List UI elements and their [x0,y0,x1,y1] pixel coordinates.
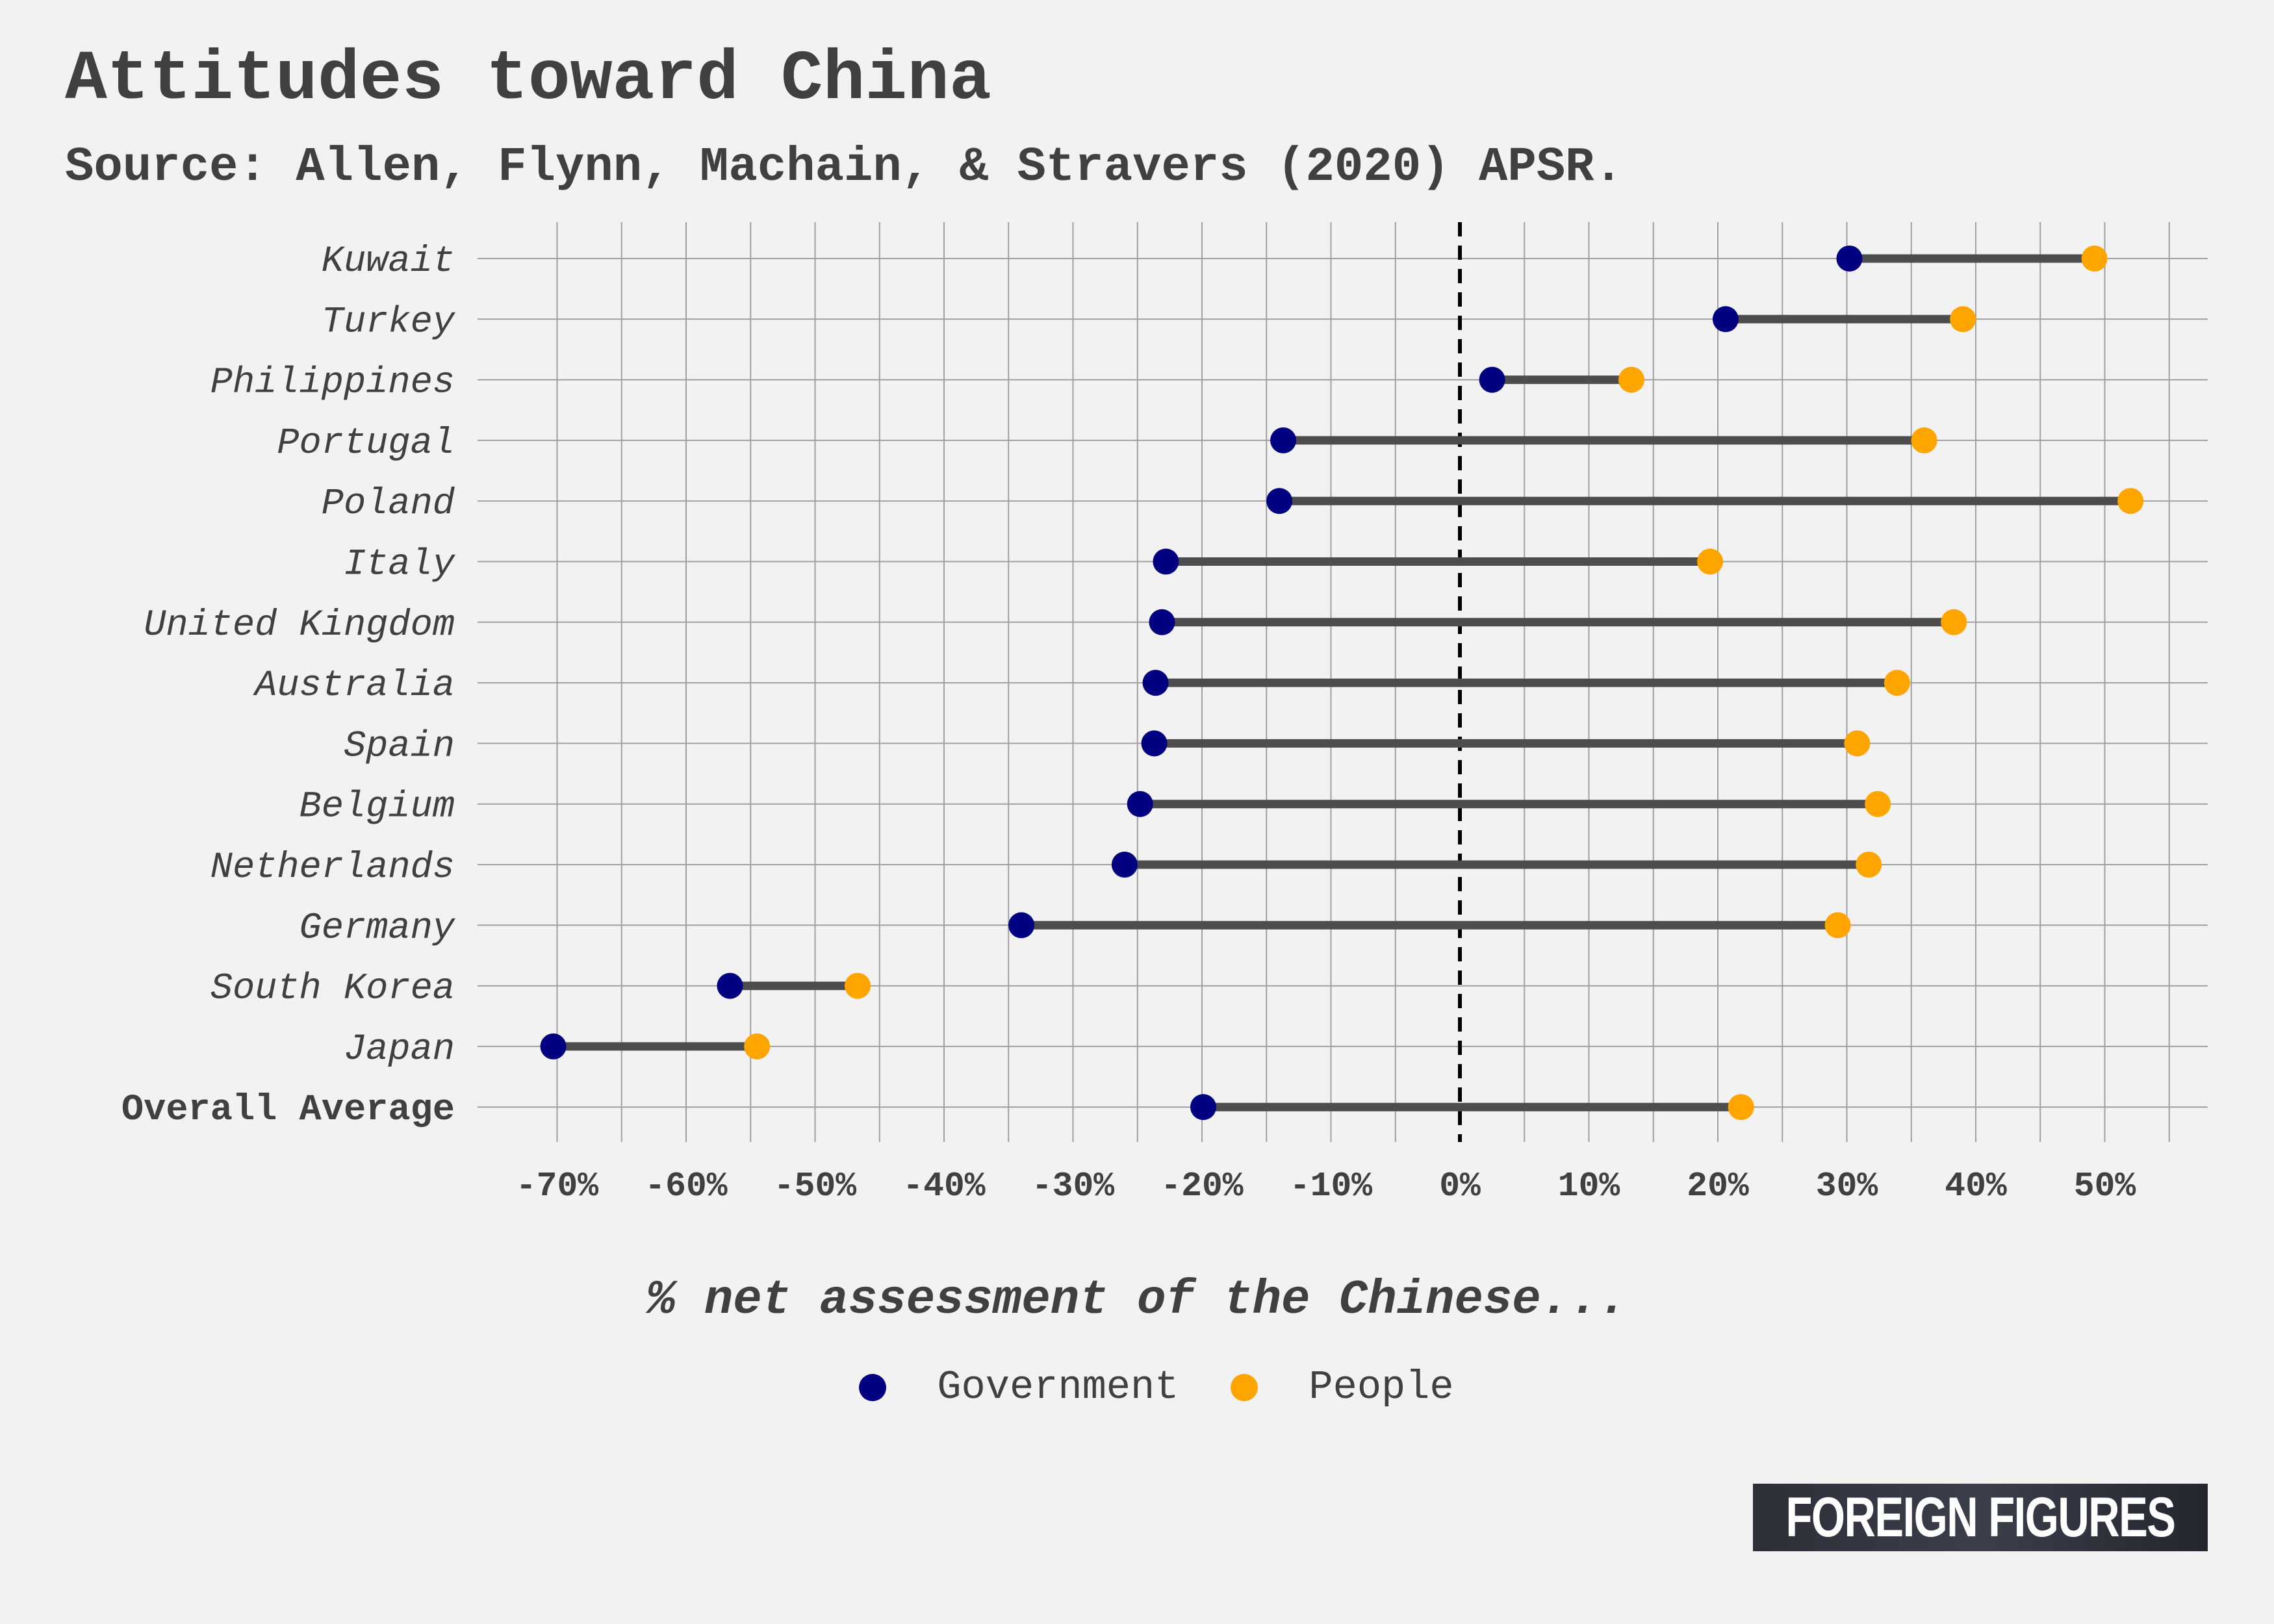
x-axis-ticks: -70% -60% -50% -40% -30% -20% -10% 0% 10% 20% 30% 4… [516,1167,2136,1206]
category-label: South Korea [211,969,455,1010]
category-label: Turkey [322,301,456,343]
people-point [1884,670,1910,696]
category-label: Kuwait [322,241,455,283]
x-tick-label: -50% [774,1167,856,1206]
legend-item-government: Government [859,1364,1179,1410]
people-point [1856,852,1882,878]
government-point [1836,246,1863,272]
legend-dot-people [1231,1373,1258,1401]
foreign-figures-logo: FOREIGN FIGURES [1753,1484,2208,1551]
x-tick-label: -30% [1032,1167,1114,1206]
government-point [1479,366,1505,393]
logo-text: FOREIGN FIGURES [1785,1486,2177,1549]
category-label: Italy [344,544,456,586]
category-label: Spain [344,726,455,767]
chart-subtitle: Source: Allen, Flynn, Machain, & Straver… [65,140,1623,195]
x-tick-label: -20% [1160,1167,1243,1206]
x-tick-label: 30% [1816,1167,1878,1206]
legend-dot-government [859,1373,887,1401]
x-tick-label: 0% [1439,1167,1481,1206]
government-point [1111,852,1138,878]
government-point [1149,609,1175,635]
category-label: Overall Average [121,1089,455,1131]
people-point [1865,791,1891,817]
people-point [1941,609,1967,635]
x-tick-label: 40% [1945,1167,2007,1206]
x-axis-label: % net assessment of the Chinese... [646,1273,1628,1328]
people-point [1728,1094,1754,1121]
government-point [1141,730,1168,757]
dumbbell-chart: Kuwait Turkey Philippines Portugal Poland Ita… [121,222,2208,1206]
government-point [1127,791,1153,817]
category-label: Philippines [211,362,455,404]
government-point [1190,1094,1216,1121]
people-point [845,972,871,999]
dumbbell-marks [540,246,2144,1121]
category-label: Netherlands [211,847,455,889]
government-point [1142,670,1169,696]
category-label: Australia [253,665,455,707]
x-tick-label: 50% [2074,1167,2136,1206]
category-label: Germany [300,907,456,949]
legend-item-people: People [1231,1364,1454,1410]
country-labels: Kuwait Turkey Philippines Portugal Poland Ita… [121,241,456,1131]
government-point [1266,488,1293,514]
people-point [2081,246,2108,272]
category-label: Belgium [300,787,455,828]
people-point [2117,488,2144,514]
category-label: Portugal [277,423,455,464]
government-point [1270,427,1297,453]
legend-label-government: Government [937,1364,1179,1410]
government-point [1008,912,1035,939]
chart-title: Attitudes toward China [65,40,991,120]
x-tick-label: -60% [645,1167,727,1206]
x-tick-label: -40% [902,1167,985,1206]
x-tick-label: 10% [1558,1167,1620,1206]
x-tick-label: 20% [1687,1167,1749,1206]
people-point [1950,306,1976,333]
x-tick-label: -10% [1290,1167,1372,1206]
legend: Government People [0,1364,2274,1410]
people-point [1824,912,1851,939]
legend-label-people: People [1309,1364,1454,1410]
category-label: Poland [322,483,455,525]
category-label: United Kingdom [144,605,455,646]
government-point [1712,306,1739,333]
people-point [1911,427,1937,453]
people-point [1697,548,1724,575]
government-point [717,972,743,999]
category-label: Japan [344,1029,455,1071]
government-point [1153,548,1179,575]
people-point [1844,730,1871,757]
x-tick-label: -70% [516,1167,598,1206]
people-point [1618,366,1645,393]
government-point [540,1033,567,1059]
people-point [744,1033,771,1059]
